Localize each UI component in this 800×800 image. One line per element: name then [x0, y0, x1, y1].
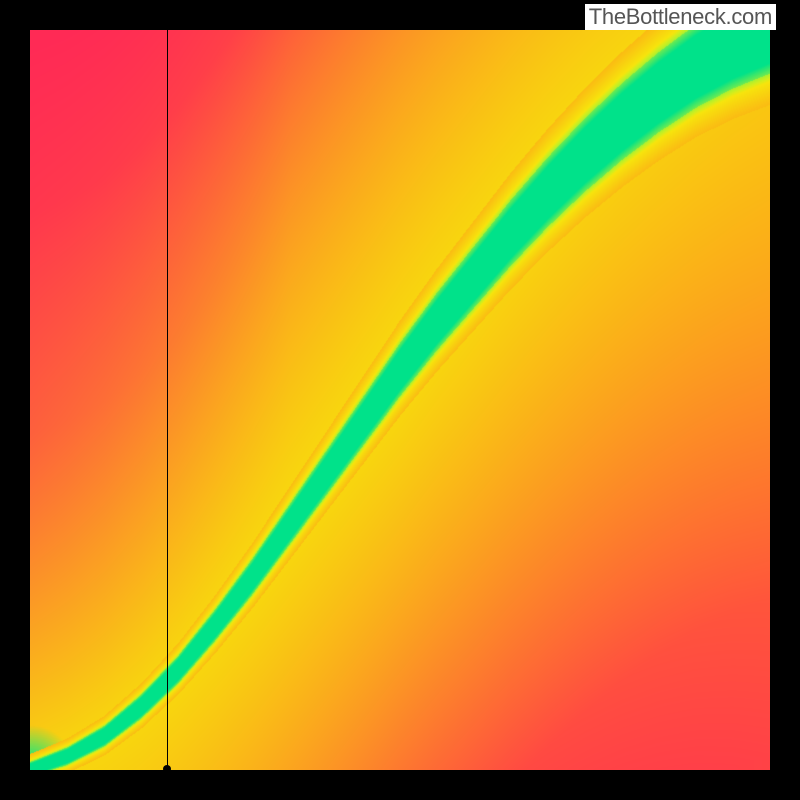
watermark-text: TheBottleneck.com [585, 4, 776, 30]
crosshair-vertical-line [167, 30, 168, 770]
plot-frame [30, 30, 770, 770]
heatmap-canvas [30, 30, 770, 770]
chart-container: TheBottleneck.com [0, 0, 800, 800]
crosshair-marker-dot [163, 765, 171, 773]
